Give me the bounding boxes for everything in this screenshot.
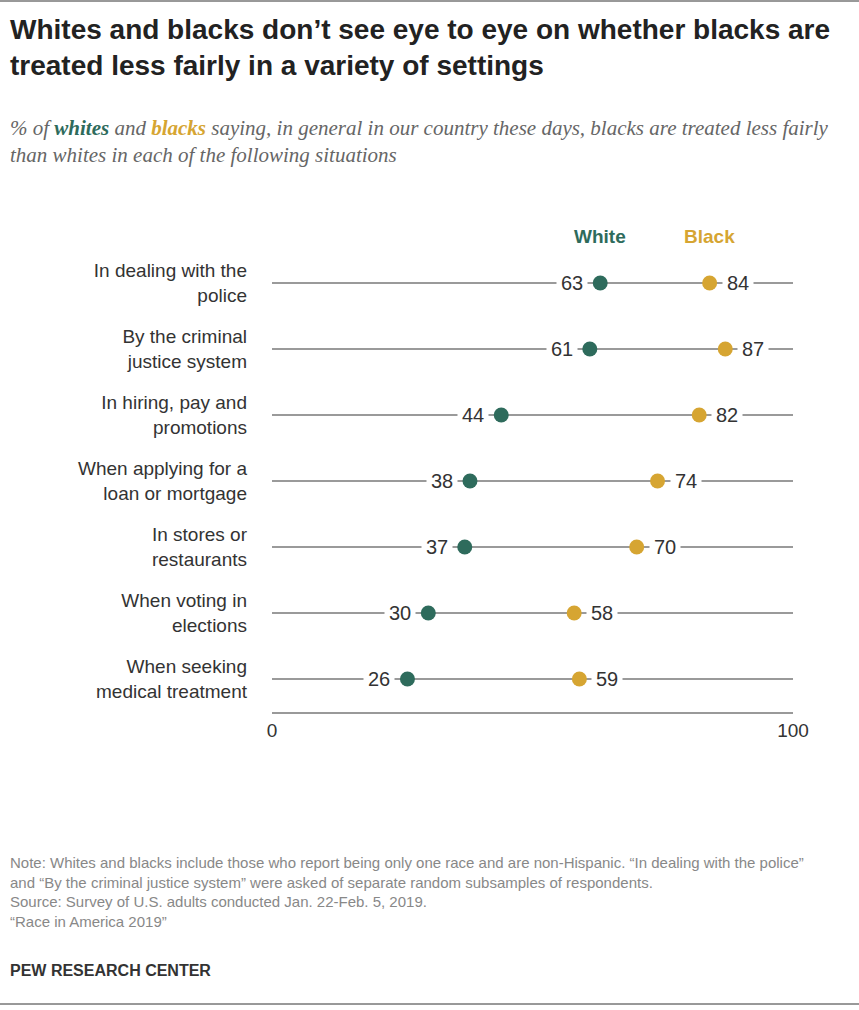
svg-text:In stores orrestaurants: In stores orrestaurants: [152, 524, 248, 570]
svg-text:Note: Whites and blacks includ: Note: Whites and blacks include those wh…: [10, 854, 804, 930]
svg-text:59: 59: [596, 668, 618, 690]
svg-text:74: 74: [675, 470, 697, 492]
svg-text:In hiring, pay andpromotions: In hiring, pay andpromotions: [101, 392, 247, 438]
svg-text:82: 82: [716, 404, 738, 426]
svg-text:63: 63: [561, 272, 583, 294]
svg-text:In dealing with thepolice: In dealing with thepolice: [94, 260, 247, 306]
svg-text:When seekingmedical treatment: When seekingmedical treatment: [96, 656, 248, 702]
svg-text:87: 87: [742, 338, 764, 360]
svg-text:By the criminaljustice system: By the criminaljustice system: [122, 326, 247, 372]
svg-text:Whites and blacks don’t see ey: Whites and blacks don’t see eye to eye o…: [10, 14, 830, 81]
svg-text:When applying for aloan or mor: When applying for aloan or mortgage: [78, 458, 247, 504]
svg-text:30: 30: [389, 602, 411, 624]
svg-text:% of whites and blacks saying,: % of whites and blacks saying, in genera…: [10, 116, 829, 167]
svg-text:61: 61: [551, 338, 573, 360]
svg-text:44: 44: [462, 404, 484, 426]
svg-text:100: 100: [777, 720, 809, 741]
svg-text:PEW RESEARCH CENTER: PEW RESEARCH CENTER: [10, 962, 211, 979]
svg-text:58: 58: [591, 602, 613, 624]
svg-text:When voting inelections: When voting inelections: [121, 590, 247, 636]
svg-text:70: 70: [654, 536, 676, 558]
svg-text:Black: Black: [684, 226, 735, 247]
svg-text:0: 0: [267, 720, 278, 741]
svg-text:37: 37: [426, 536, 448, 558]
svg-text:38: 38: [431, 470, 453, 492]
svg-text:White: White: [574, 226, 626, 247]
svg-text:26: 26: [368, 668, 390, 690]
svg-text:84: 84: [727, 272, 749, 294]
